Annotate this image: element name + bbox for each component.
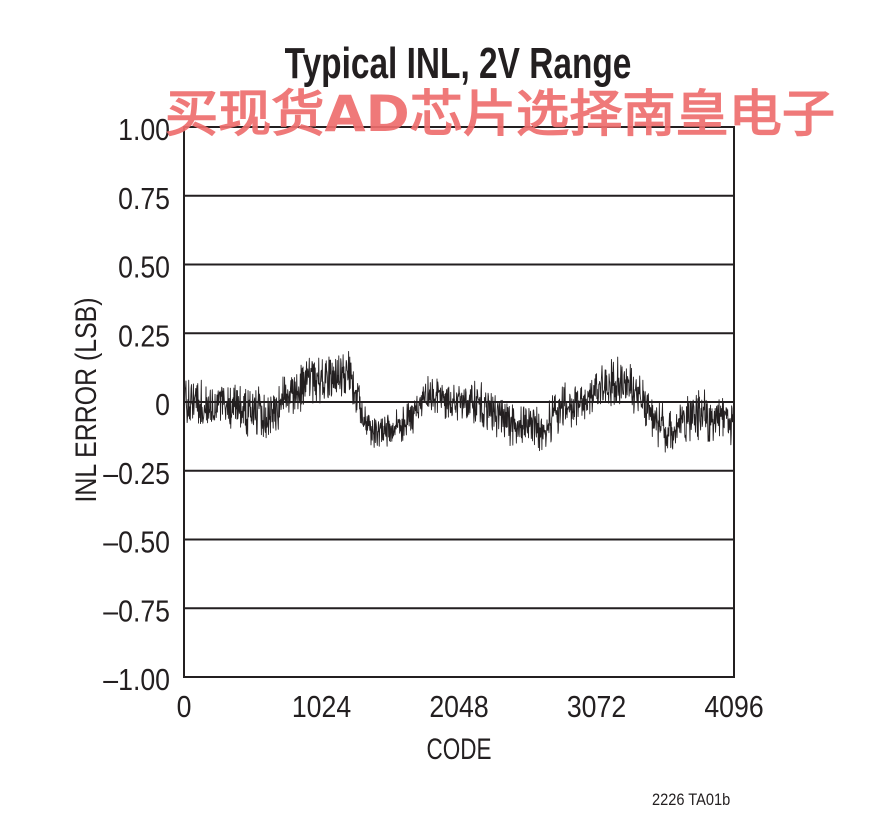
watermark-text: 买现货AD芯片选择南皇电子 — [165, 85, 835, 143]
x-axis-title-group: CODE — [427, 732, 492, 766]
y-tick-label: –0.25 — [103, 457, 170, 491]
trace-layer — [184, 350, 734, 453]
chart-title: Typical INL, 2V Range — [285, 40, 632, 88]
figure-code-group: 2226 TA01b — [652, 791, 730, 809]
x-tick: 1024 — [292, 690, 351, 724]
y-tick: 0.50 — [118, 251, 170, 285]
plot-area — [183, 126, 735, 678]
x-axis-tick-labels: 0 1024 2048 3072 4096 — [177, 690, 764, 724]
y-tick: –0.25 — [103, 457, 170, 491]
x-tick-label: 4096 — [704, 690, 763, 724]
y-tick-label: 0.25 — [118, 319, 170, 353]
y-tick: 0 — [155, 388, 170, 422]
figure-code: 2226 TA01b — [652, 791, 730, 809]
y-tick-label: –0.75 — [103, 594, 170, 628]
x-tick-label: 2048 — [429, 690, 488, 724]
x-tick-label: 0 — [177, 690, 192, 724]
y-tick-label: 1.00 — [118, 113, 170, 147]
x-tick: 3072 — [567, 690, 626, 724]
x-tick-label: 3072 — [567, 690, 626, 724]
y-tick-label: –1.00 — [103, 663, 170, 697]
chart-title-group: Typical INL, 2V Range — [285, 40, 632, 88]
gridlines — [184, 194, 734, 610]
plot-frame — [183, 126, 735, 678]
x-tick: 4096 — [704, 690, 763, 724]
x-axis-title: CODE — [427, 732, 492, 766]
y-tick: –0.50 — [103, 526, 170, 560]
y-tick: 0.75 — [118, 182, 170, 216]
y-tick: –0.75 — [103, 594, 170, 628]
y-tick: 0.25 — [118, 319, 170, 353]
x-tick-label: 1024 — [292, 690, 351, 724]
y-tick-label: 0.75 — [118, 182, 170, 216]
y-tick-label: 0 — [155, 388, 170, 422]
x-tick: 2048 — [429, 690, 488, 724]
x-tick: 0 — [177, 690, 192, 724]
inl-trace — [184, 350, 734, 453]
y-tick-label: –0.50 — [103, 526, 170, 560]
y-axis-title-group: INL ERROR (LSB) — [69, 297, 103, 502]
y-tick: –1.00 — [103, 663, 170, 697]
y-axis-tick-labels: 1.00 0.75 0.50 0.25 0 –0.25 –0.50 –0.75 –1.00 — [103, 113, 170, 697]
y-axis-title: INL ERROR (LSB) — [69, 297, 103, 502]
y-tick: 1.00 — [118, 113, 170, 147]
y-tick-label: 0.50 — [118, 251, 170, 285]
